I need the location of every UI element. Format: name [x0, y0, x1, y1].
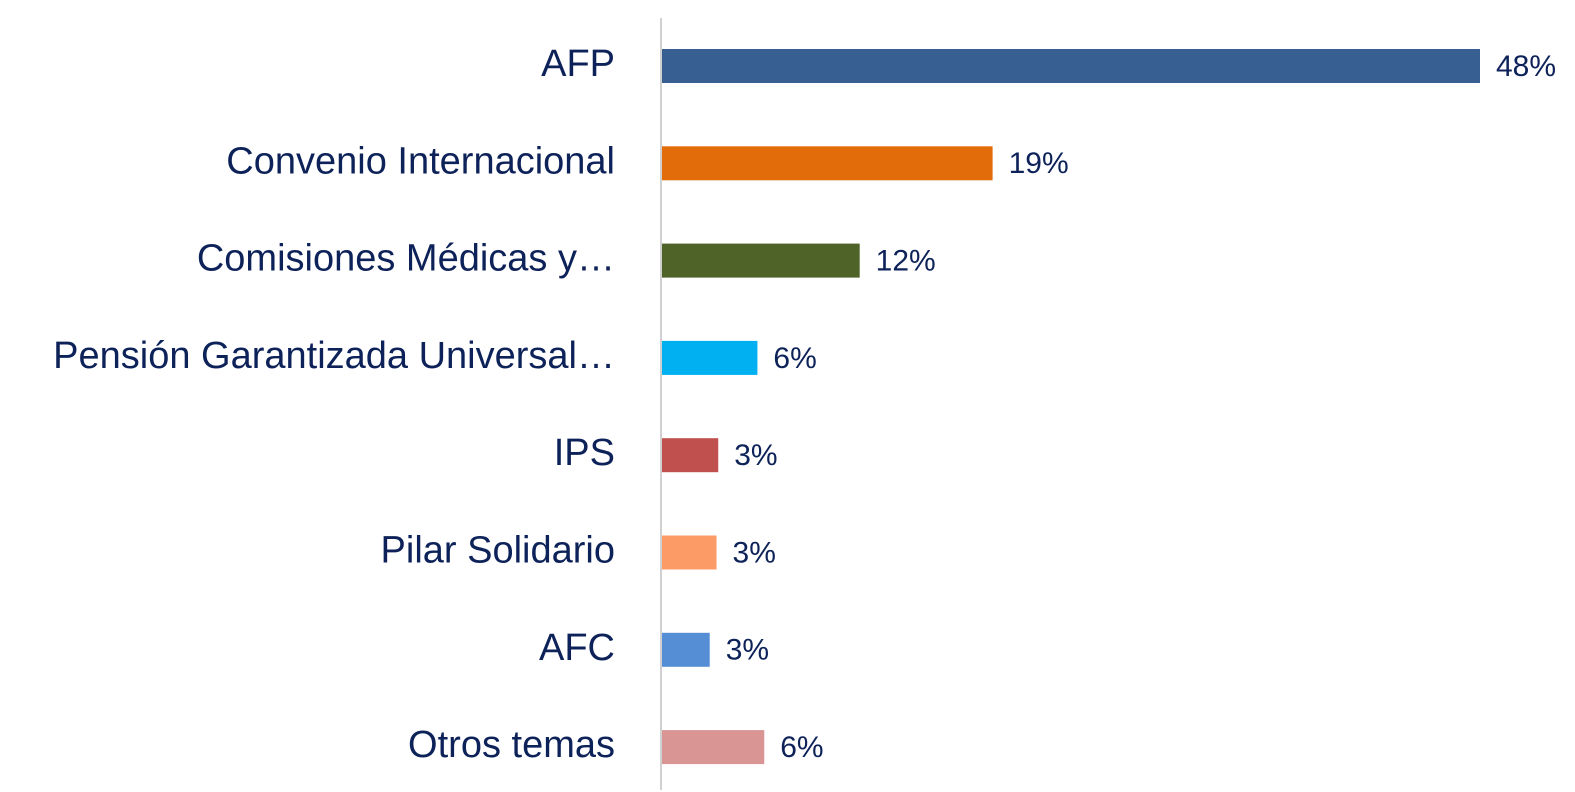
category-label: Otros temas [408, 724, 615, 766]
category-label: AFP [541, 43, 615, 85]
category-label: Comisiones Médicas y… [197, 238, 615, 280]
value-label: 19% [1009, 147, 1069, 180]
bar [662, 438, 719, 473]
category-label: Pilar Solidario [381, 530, 615, 572]
bar [662, 49, 1480, 83]
value-label: 3% [734, 439, 777, 472]
value-label: 48% [1496, 50, 1556, 83]
category-label: Pensión Garantizada Universal… [53, 335, 615, 377]
bar [662, 340, 758, 375]
value-label: 3% [733, 536, 776, 569]
bar [662, 730, 765, 765]
value-label: 6% [773, 342, 816, 375]
category-label: AFC [539, 627, 615, 669]
bar [662, 535, 717, 570]
value-label: 6% [780, 731, 823, 764]
value-label: 3% [726, 634, 769, 667]
bar [662, 146, 993, 181]
category-label: Convenio Internacional [226, 140, 615, 182]
bar [662, 632, 710, 667]
category-label: IPS [554, 432, 615, 474]
bar [662, 243, 860, 278]
value-label: 12% [876, 245, 936, 278]
